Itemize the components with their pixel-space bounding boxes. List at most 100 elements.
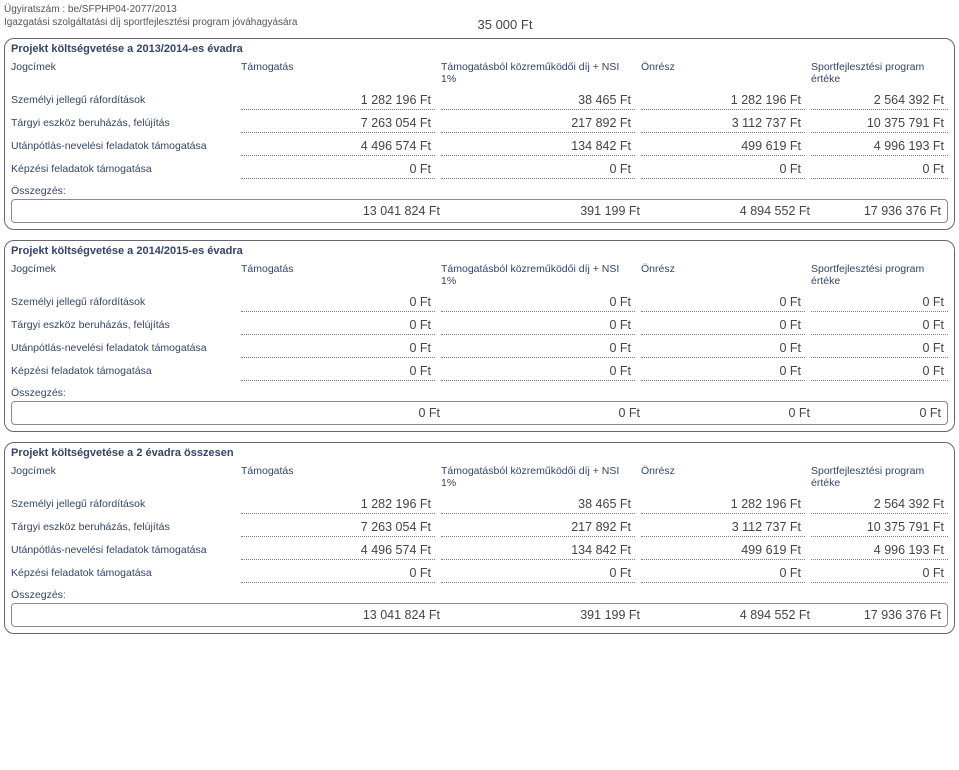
- cell-program-ertek: 2 564 392 Ft: [811, 91, 948, 110]
- summary-tamogatas: 13 041 824 Ft: [244, 607, 444, 623]
- cell-tamogatas: 0 Ft: [241, 339, 435, 358]
- cell-program-ertek: 10 375 791 Ft: [811, 518, 948, 537]
- cell-kozremukodoi: 38 465 Ft: [441, 91, 635, 110]
- cell-kozremukodoi: 0 Ft: [441, 339, 635, 358]
- col-kozremukodoi: Támogatásból közreműködői díj + NSI 1%: [441, 61, 641, 85]
- cell-tamogatas: 1 282 196 Ft: [241, 495, 435, 514]
- cell-program-ertek: 0 Ft: [811, 564, 948, 583]
- doc-reference: Ügyiratszám : be/SFPHP04-2077/2013: [4, 4, 955, 15]
- cell-tamogatas: 0 Ft: [241, 362, 435, 381]
- col-tamogatas: Támogatás: [241, 263, 441, 275]
- cell-onresz: 499 619 Ft: [641, 137, 805, 156]
- col-kozremukodoi: Támogatásból közreműködői díj + NSI 1%: [441, 465, 641, 489]
- table-row: Képzési feladatok támogatása0 Ft0 Ft0 Ft…: [11, 158, 948, 181]
- col-tamogatas: Támogatás: [241, 61, 441, 73]
- cell-kozremukodoi: 38 465 Ft: [441, 495, 635, 514]
- table-row: Utánpótlás-nevelési feladatok támogatása…: [11, 539, 948, 562]
- cell-kozremukodoi: 0 Ft: [441, 293, 635, 312]
- summary-label: Összegzés:: [11, 589, 948, 601]
- cell-onresz: 0 Ft: [641, 316, 805, 335]
- row-label: Utánpótlás-nevelési feladatok támogatása: [11, 544, 241, 557]
- summary-label: Összegzés:: [11, 387, 948, 399]
- table-row: Utánpótlás-nevelési feladatok támogatása…: [11, 337, 948, 360]
- summary-kozremukodoi: 391 199 Ft: [444, 607, 644, 623]
- col-jogcimek: Jogcímek: [11, 61, 241, 73]
- cell-kozremukodoi: 134 842 Ft: [441, 137, 635, 156]
- cell-onresz: 3 112 737 Ft: [641, 518, 805, 537]
- row-label: Tárgyi eszköz beruházás, felújítás: [11, 521, 241, 534]
- summary-onresz: 4 894 552 Ft: [644, 203, 814, 219]
- table-row: Tárgyi eszköz beruházás, felújítás7 263 …: [11, 112, 948, 135]
- budget-section: Projekt költségvetése a 2014/2015-es éva…: [4, 240, 955, 432]
- cell-onresz: 1 282 196 Ft: [641, 495, 805, 514]
- col-program-ertek: Sportfejlesztési program értéke: [811, 263, 948, 287]
- row-label: Képzési feladatok támogatása: [11, 365, 241, 378]
- cell-onresz: 1 282 196 Ft: [641, 91, 805, 110]
- col-onresz: Önrész: [641, 465, 811, 477]
- cell-onresz: 0 Ft: [641, 564, 805, 583]
- table-row: Tárgyi eszköz beruházás, felújítás7 263 …: [11, 516, 948, 539]
- summary-kozremukodoi: 391 199 Ft: [444, 203, 644, 219]
- cell-program-ertek: 0 Ft: [811, 293, 948, 312]
- cell-program-ertek: 0 Ft: [811, 362, 948, 381]
- cell-kozremukodoi: 0 Ft: [441, 362, 635, 381]
- cell-tamogatas: 0 Ft: [241, 160, 435, 179]
- cell-program-ertek: 4 996 193 Ft: [811, 137, 948, 156]
- section-title: Projekt költségvetése a 2013/2014-es éva…: [11, 43, 948, 55]
- summary-kozremukodoi: 0 Ft: [444, 405, 644, 421]
- summary-row: 13 041 824 Ft391 199 Ft4 894 552 Ft17 93…: [11, 199, 948, 223]
- cell-program-ertek: 2 564 392 Ft: [811, 495, 948, 514]
- col-jogcimek: Jogcímek: [11, 263, 241, 275]
- cell-tamogatas: 7 263 054 Ft: [241, 518, 435, 537]
- col-program-ertek: Sportfejlesztési program értéke: [811, 61, 948, 85]
- table-row: Tárgyi eszköz beruházás, felújítás0 Ft0 …: [11, 314, 948, 337]
- table-row: Személyi jellegű ráfordítások 1 282 196 F…: [11, 89, 948, 112]
- summary-label: Összegzés:: [11, 185, 948, 197]
- cell-program-ertek: 0 Ft: [811, 160, 948, 179]
- section-title: Projekt költségvetése a 2014/2015-es éva…: [11, 245, 948, 257]
- row-label: Személyi jellegű ráfordítások: [11, 94, 241, 107]
- column-header-row: JogcímekTámogatásTámogatásból közreműköd…: [11, 463, 948, 493]
- column-header-row: JogcímekTámogatásTámogatásból közreműköd…: [11, 261, 948, 291]
- summary-program-ertek: 0 Ft: [814, 405, 945, 421]
- cell-onresz: 0 Ft: [641, 160, 805, 179]
- row-label: Személyi jellegű ráfordítások: [11, 296, 241, 309]
- cell-onresz: 0 Ft: [641, 339, 805, 358]
- cell-onresz: 3 112 737 Ft: [641, 114, 805, 133]
- col-tamogatas: Támogatás: [241, 465, 441, 477]
- budget-section: Projekt költségvetése a 2 évadra összese…: [4, 442, 955, 634]
- summary-row: 13 041 824 Ft391 199 Ft4 894 552 Ft17 93…: [11, 603, 948, 627]
- cell-program-ertek: 0 Ft: [811, 339, 948, 358]
- cell-tamogatas: 4 496 574 Ft: [241, 541, 435, 560]
- col-jogcimek: Jogcímek: [11, 465, 241, 477]
- admin-fee-label: Igazgatási szolgáltatási díj sportfejles…: [4, 17, 298, 32]
- cell-kozremukodoi: 0 Ft: [441, 160, 635, 179]
- table-row: Személyi jellegű ráfordítások0 Ft0 Ft0 F…: [11, 291, 948, 314]
- col-onresz: Önrész: [641, 263, 811, 275]
- admin-fee-row: Igazgatási szolgáltatási díj sportfejles…: [4, 17, 955, 32]
- summary-tamogatas: 13 041 824 Ft: [244, 203, 444, 219]
- cell-tamogatas: 7 263 054 Ft: [241, 114, 435, 133]
- cell-program-ertek: 0 Ft: [811, 316, 948, 335]
- cell-tamogatas: 0 Ft: [241, 316, 435, 335]
- row-label: Tárgyi eszköz beruházás, felújítás: [11, 319, 241, 332]
- table-row: Utánpótlás-nevelési feladatok támogatása…: [11, 135, 948, 158]
- row-label: Utánpótlás-nevelési feladatok támogatása: [11, 140, 241, 153]
- cell-program-ertek: 4 996 193 Ft: [811, 541, 948, 560]
- cell-tamogatas: 0 Ft: [241, 564, 435, 583]
- cell-program-ertek: 10 375 791 Ft: [811, 114, 948, 133]
- cell-onresz: 0 Ft: [641, 362, 805, 381]
- row-label: Képzési feladatok támogatása: [11, 163, 241, 176]
- summary-program-ertek: 17 936 376 Ft: [814, 607, 945, 623]
- column-header-row: JogcímekTámogatásTámogatásból közreműköd…: [11, 59, 948, 89]
- cell-tamogatas: 4 496 574 Ft: [241, 137, 435, 156]
- col-onresz: Önrész: [641, 61, 811, 73]
- summary-program-ertek: 17 936 376 Ft: [814, 203, 945, 219]
- row-label: Képzési feladatok támogatása: [11, 567, 241, 580]
- summary-tamogatas: 0 Ft: [244, 405, 444, 421]
- row-label: Személyi jellegű ráfordítások: [11, 498, 241, 511]
- cell-onresz: 499 619 Ft: [641, 541, 805, 560]
- summary-row: 0 Ft0 Ft0 Ft0 Ft: [11, 401, 948, 425]
- cell-kozremukodoi: 134 842 Ft: [441, 541, 635, 560]
- cell-kozremukodoi: 217 892 Ft: [441, 518, 635, 537]
